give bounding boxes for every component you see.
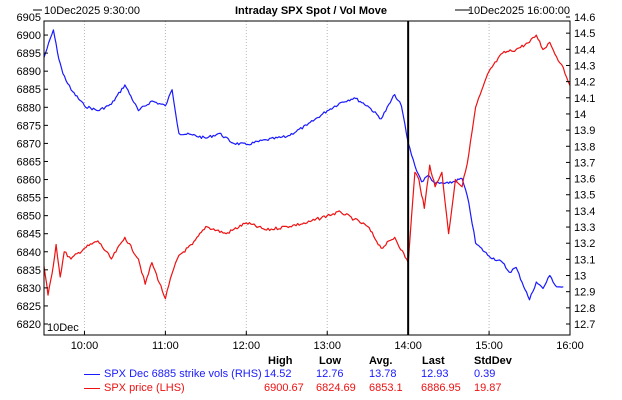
right-axis-tick-label: 12.8 — [574, 303, 595, 315]
series-lines — [43, 29, 571, 301]
left-axis-tick-label: 6885 — [17, 84, 41, 96]
right-axis-tick-label: 13.8 — [574, 141, 595, 153]
right-axis-tick-label: 13.6 — [574, 174, 595, 186]
left-axis-tick-label: 6870 — [17, 138, 41, 150]
stats-header-high: High — [268, 355, 293, 367]
x-axis-tick-label: 15:00 — [475, 340, 503, 352]
right-axis-tick-label: 14.2 — [574, 77, 595, 89]
stats-price-low: 6824.69 — [316, 382, 356, 394]
left-axis-tick-label: 6825 — [17, 301, 41, 313]
plot-frame — [43, 20, 571, 336]
left-axis-tick-label: 6865 — [17, 156, 41, 168]
stats-table: High Low Avg. Last StdDev SPX Dec 6885 s… — [0, 352, 622, 398]
left-axis-tick-label: 6890 — [17, 66, 41, 78]
right-axis-tick-label: 13.3 — [574, 222, 595, 234]
left-axis: 6820 6825 6830 6835 6840 6845 6850 6855 6860 6865… — [17, 12, 48, 331]
end-time-label: 10Dec2025 16:00:00 — [468, 5, 570, 17]
stats-price-last: 6886.95 — [421, 382, 461, 394]
stats-vols-low: 12.76 — [316, 368, 344, 380]
stats-header-stddev: StdDev — [474, 355, 512, 367]
right-axis-tick-label: 13.7 — [574, 157, 595, 169]
stats-header-avg: Avg. — [369, 355, 393, 367]
series-line-strike-vols — [43, 29, 564, 301]
left-axis-tick-label: 6830 — [17, 283, 41, 295]
legend-swatch-price — [84, 388, 100, 389]
left-axis-tick-label: 6840 — [17, 247, 41, 259]
right-axis-tick-label: 13.1 — [574, 254, 595, 266]
series-line-spx-price — [43, 34, 571, 300]
stats-vols-last: 12.93 — [421, 368, 449, 380]
x-axis-tick-label: 12:00 — [233, 340, 261, 352]
left-axis-tick-label: 6895 — [17, 48, 41, 60]
x-axis-tick-label: 10:00 — [71, 340, 99, 352]
legend-swatch-vols — [84, 374, 100, 375]
right-axis-tick-label: 14.6 — [574, 12, 595, 24]
right-axis-tick-label: 13.5 — [574, 190, 595, 202]
stats-vols-high: 14.52 — [264, 368, 292, 380]
stats-price-stddev: 19.87 — [474, 382, 502, 394]
right-axis-tick-label: 14.3 — [574, 60, 595, 72]
stats-price-high: 6900.67 — [264, 382, 304, 394]
stats-header-last: Last — [422, 355, 445, 367]
legend-label-vols: SPX Dec 6885 strike vols (RHS) — [104, 368, 262, 380]
right-axis-tick-label: 13 — [574, 271, 586, 283]
stats-price-avg: 6853.1 — [369, 382, 403, 394]
right-axis-tick-label: 12.7 — [574, 319, 595, 331]
stats-vols-stddev: 0.39 — [474, 368, 496, 380]
right-axis-tick-label: 14 — [574, 109, 586, 121]
stats-header-low: Low — [319, 355, 341, 367]
right-axis-tick-label: 14.5 — [574, 28, 595, 40]
left-axis-tick-label: 6855 — [17, 193, 41, 205]
right-axis-tick-label: 14.4 — [574, 44, 595, 56]
stats-vols-avg: 13.78 — [369, 368, 397, 380]
right-axis-tick-label: 14.1 — [574, 93, 595, 105]
left-axis-tick-label: 6860 — [17, 175, 41, 187]
x-axis-tick-label: 16:00 — [556, 340, 584, 352]
legend-label-price: SPX price (LHS) — [104, 382, 185, 394]
x-axis: 10:00 11:00 12:00 13:00 14:00 15:00 16:00 — [71, 331, 584, 352]
start-time-label: 10Dec2025 9:30:00 — [44, 5, 140, 17]
date-marker: 10Dec — [47, 322, 79, 334]
left-axis-tick-label: 6850 — [17, 211, 41, 223]
x-axis-tick-label: 11:00 — [152, 340, 179, 352]
x-axis-tick-label: 13:00 — [313, 340, 341, 352]
right-axis-tick-label: 12.9 — [574, 287, 595, 299]
x-axis-tick-label: 14:00 — [394, 340, 422, 352]
chart-title: Intraday SPX Spot / Vol Move — [235, 5, 387, 17]
right-axis-tick-label: 13.4 — [574, 206, 595, 218]
left-axis-tick-label: 6905 — [17, 12, 41, 24]
left-axis-tick-label: 6820 — [17, 319, 41, 331]
chart: Intraday SPX Spot / Vol Move 10Dec2025 9… — [17, 5, 596, 352]
left-axis-tick-label: 6835 — [17, 265, 41, 277]
right-axis-tick-label: 13.2 — [574, 238, 595, 250]
right-axis-tick-label: 13.9 — [574, 125, 595, 137]
left-axis-tick-label: 6845 — [17, 229, 41, 241]
right-axis: 12.7 12.8 12.9 13 13.1 13.2 13.3 13.4 13.5 13.6 13… — [566, 12, 595, 331]
left-axis-tick-label: 6880 — [17, 102, 41, 114]
left-axis-tick-label: 6875 — [17, 120, 41, 132]
left-axis-tick-label: 6900 — [17, 30, 41, 42]
